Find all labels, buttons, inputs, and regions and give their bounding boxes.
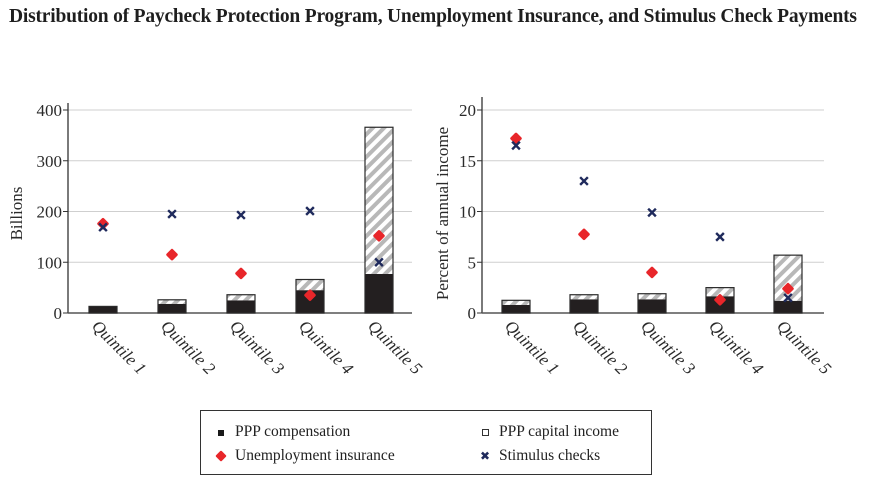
chart-title: Distribution of Paycheck Protection Prog… bbox=[9, 6, 857, 27]
bar-ppp-compensation bbox=[89, 306, 117, 313]
point-unemployment-insurance bbox=[510, 132, 522, 145]
legend-label: PPP compensation bbox=[235, 423, 351, 440]
bar-outline bbox=[705, 287, 735, 314]
y-tick-label: 5 bbox=[468, 253, 477, 272]
x-tick-label: Quintile 2 bbox=[157, 316, 219, 378]
bar-outline bbox=[226, 294, 256, 314]
point-stimulus-checks bbox=[167, 209, 177, 219]
y-tick-label: 20 bbox=[459, 101, 476, 120]
x-tick-label: Quintile 2 bbox=[569, 316, 631, 378]
bar-ppp-compensation bbox=[570, 299, 598, 313]
point-stimulus-checks bbox=[236, 210, 246, 220]
x-tick-label: Quintile 1 bbox=[501, 316, 563, 378]
y-tick-label: 400 bbox=[37, 101, 63, 120]
point-stimulus-checks bbox=[579, 176, 589, 186]
y-axis-title: Percent of annual income bbox=[433, 127, 452, 300]
y-tick-label: 200 bbox=[37, 203, 63, 222]
point-unemployment-insurance bbox=[782, 282, 794, 295]
bar-outline bbox=[501, 299, 531, 314]
bar-ppp-compensation bbox=[227, 300, 255, 313]
point-unemployment-insurance bbox=[304, 289, 316, 301]
bar-ppp-capital-income bbox=[638, 293, 666, 300]
point-unemployment-insurance bbox=[714, 294, 726, 306]
bar-ppp-compensation bbox=[502, 304, 530, 313]
y-axis-title: Billions bbox=[7, 187, 26, 241]
bar-outline bbox=[295, 278, 325, 314]
bar-ppp-capital-income bbox=[296, 279, 324, 291]
bar-ppp-capital-income bbox=[227, 294, 255, 301]
bar-outline bbox=[569, 294, 599, 314]
y-tick-label: 15 bbox=[459, 152, 476, 171]
point-stimulus-checks bbox=[98, 222, 108, 232]
legend-item-ppp-compensation: PPP compensation bbox=[215, 423, 350, 441]
x-tick-label: Quintile 4 bbox=[295, 316, 357, 378]
bar-outline bbox=[88, 305, 118, 314]
x-tick-label: Quintile 4 bbox=[705, 316, 767, 378]
point-stimulus-checks bbox=[511, 140, 521, 151]
point-unemployment-insurance bbox=[97, 217, 109, 230]
bar-outline bbox=[157, 299, 187, 314]
bar-ppp-compensation bbox=[365, 273, 393, 313]
y-tick-label: 0 bbox=[468, 304, 477, 323]
y-tick-label: 0 bbox=[54, 304, 63, 323]
y-tick-label: 300 bbox=[37, 152, 63, 171]
point-unemployment-insurance bbox=[373, 230, 385, 242]
open-square-icon bbox=[479, 423, 491, 441]
point-unemployment-insurance bbox=[646, 266, 658, 279]
bar-ppp-capital-income bbox=[365, 127, 393, 274]
legend-label: Unemployment insurance bbox=[235, 447, 395, 464]
point-stimulus-checks bbox=[647, 207, 657, 218]
bar-ppp-compensation bbox=[774, 300, 802, 313]
legend-item-stimulus-checks: ✖ Stimulus checks bbox=[479, 447, 600, 465]
x-tick-label: Quintile 1 bbox=[88, 316, 150, 378]
point-unemployment-insurance bbox=[166, 248, 178, 261]
filled-square-icon bbox=[215, 423, 227, 441]
bar-ppp-capital-income bbox=[570, 294, 598, 300]
point-stimulus-checks bbox=[305, 206, 315, 216]
point-unemployment-insurance bbox=[578, 228, 590, 241]
y-tick-label: 10 bbox=[459, 203, 476, 222]
legend-label: Stimulus checks bbox=[499, 447, 601, 464]
x-tick-label: Quintile 5 bbox=[773, 316, 835, 378]
x-tick-label: Quintile 3 bbox=[226, 316, 288, 378]
point-stimulus-checks bbox=[783, 293, 793, 303]
bar-ppp-capital-income bbox=[502, 300, 530, 305]
bar-outline bbox=[773, 254, 803, 314]
legend-item-unemployment-insurance: Unemployment insurance bbox=[215, 447, 395, 465]
y-tick-label: 100 bbox=[37, 253, 63, 272]
red-diamond-icon bbox=[215, 447, 227, 465]
bar-ppp-compensation bbox=[638, 299, 666, 313]
bar-outline bbox=[637, 293, 667, 314]
bar-ppp-compensation bbox=[158, 303, 186, 313]
percent-income-panel: 0 5 10 15 20 Percent of annual income Quintile… bbox=[433, 97, 835, 379]
bar-ppp-capital-income bbox=[706, 287, 734, 297]
legend: PPP compensation PPP capital income Unem… bbox=[200, 410, 652, 475]
legend-item-ppp-capital-income: PPP capital income bbox=[479, 423, 619, 441]
x-tick-label: Quintile 5 bbox=[364, 316, 426, 378]
point-stimulus-checks bbox=[715, 232, 725, 242]
point-stimulus-checks bbox=[374, 257, 384, 267]
bar-outline bbox=[364, 126, 394, 314]
legend-label: PPP capital income bbox=[499, 423, 619, 440]
x-tick-label: Quintile 3 bbox=[637, 316, 699, 378]
point-unemployment-insurance bbox=[235, 267, 247, 280]
bar-ppp-capital-income bbox=[158, 299, 186, 304]
bar-ppp-compensation bbox=[296, 290, 324, 313]
x-mark-icon: ✖ bbox=[479, 449, 491, 463]
